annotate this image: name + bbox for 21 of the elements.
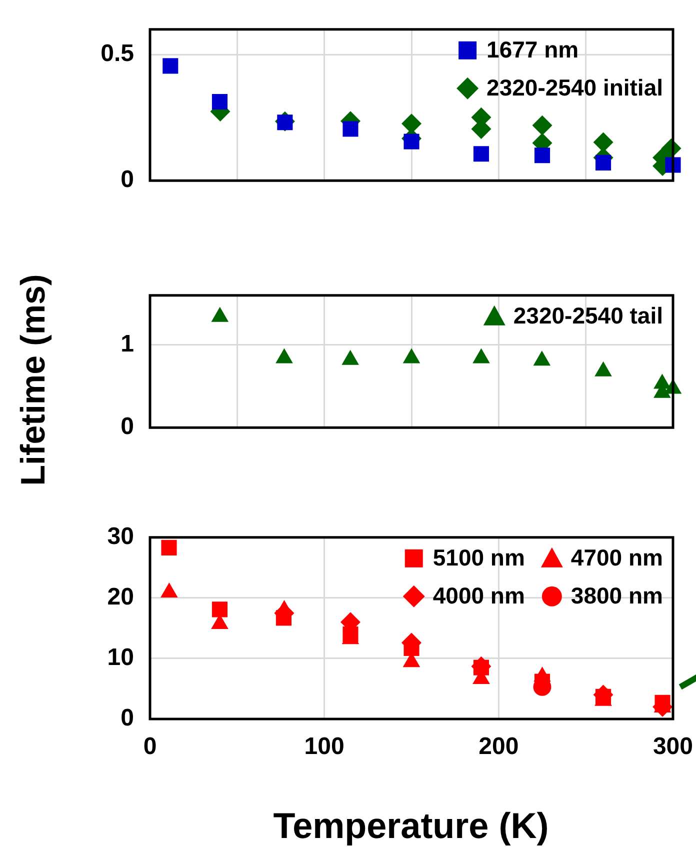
x-tick-label: 200 [478,733,519,760]
y-tick-label: 20 [107,584,134,611]
y-axis-title: Lifetime (ms) [14,274,54,486]
x-tick-label: 0 [143,733,157,760]
y-tick-label: 30 [107,523,134,550]
y-tick-label: 1 [120,330,134,358]
legend-label: 5100 nm [432,544,525,571]
y-tick-label: 0.5 [100,40,134,68]
y-tick-label: 0 [120,704,134,732]
y-tick-label: 10 [107,644,134,672]
legend-label: 2320-2540 tail [513,302,664,329]
x-tick-label: 100 [304,733,344,760]
legend-label: 4000 nm [432,582,525,609]
legend-label: 4700 nm [570,544,663,571]
legend-label: 1677 nm [486,36,579,63]
y-tick-label: 0 [120,166,134,194]
y-tick-label: 0 [120,413,134,440]
x-axis-title: Temperature (K) [273,805,549,847]
legend-label: 2320-2540 initial [486,74,664,101]
legend-label: 3800 nm [570,582,663,609]
x-tick-label: 300 [652,733,693,760]
